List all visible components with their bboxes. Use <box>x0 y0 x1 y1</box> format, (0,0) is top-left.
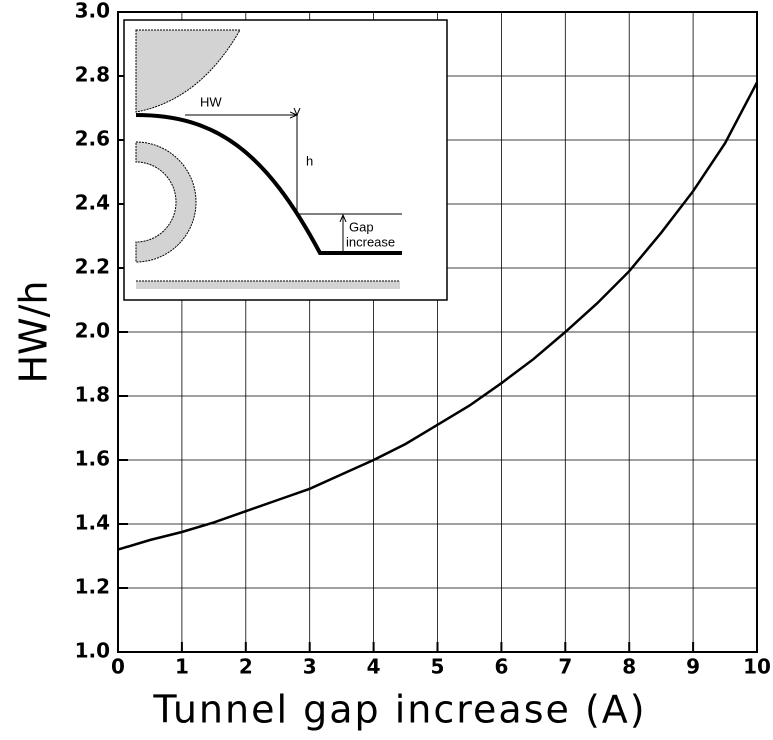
y-tick-label: 1.2 <box>75 575 110 599</box>
x-tick-label: 2 <box>239 655 253 679</box>
surface <box>136 281 400 289</box>
x-tick-label: 3 <box>303 655 317 679</box>
potential-curve <box>135 113 402 255</box>
tip-body <box>135 29 241 113</box>
x-tick-label: 5 <box>431 655 445 679</box>
y-tick-label: 2.4 <box>75 191 110 215</box>
x-tick-label: 7 <box>558 655 572 679</box>
atom-shell <box>135 141 197 263</box>
y-axis-label: HW/h <box>12 280 56 383</box>
y-tick-label: 1.8 <box>75 383 110 407</box>
x-tick-label: 0 <box>111 655 125 679</box>
x-tick-label: 8 <box>622 655 636 679</box>
y-tick-label: 2.0 <box>75 319 110 343</box>
x-tick-label: 10 <box>743 655 771 679</box>
x-axis-label: Tunnel gap increase (A) <box>152 688 646 732</box>
annotation: h <box>306 153 313 168</box>
annotation: increase <box>346 234 395 249</box>
data-line <box>117 81 759 551</box>
x-tick-label: 9 <box>686 655 700 679</box>
x-tick-label: 6 <box>494 655 508 679</box>
y-tick-label: 2.6 <box>75 127 110 151</box>
y-tick-label: 1.4 <box>75 511 110 535</box>
x-tick-label: 4 <box>367 655 381 679</box>
annotation: HW <box>200 94 222 109</box>
y-tick-label: 3.0 <box>75 0 110 23</box>
y-tick-label: 1.0 <box>75 639 110 663</box>
y-tick-label: 1.6 <box>75 447 110 471</box>
y-tick-label: 2.2 <box>75 255 110 279</box>
x-tick-label: 1 <box>175 655 189 679</box>
inset-diagram: HW h Gap increase <box>123 19 448 301</box>
y-tick-label: 2.8 <box>75 63 110 87</box>
annotation: Gap <box>349 219 374 234</box>
